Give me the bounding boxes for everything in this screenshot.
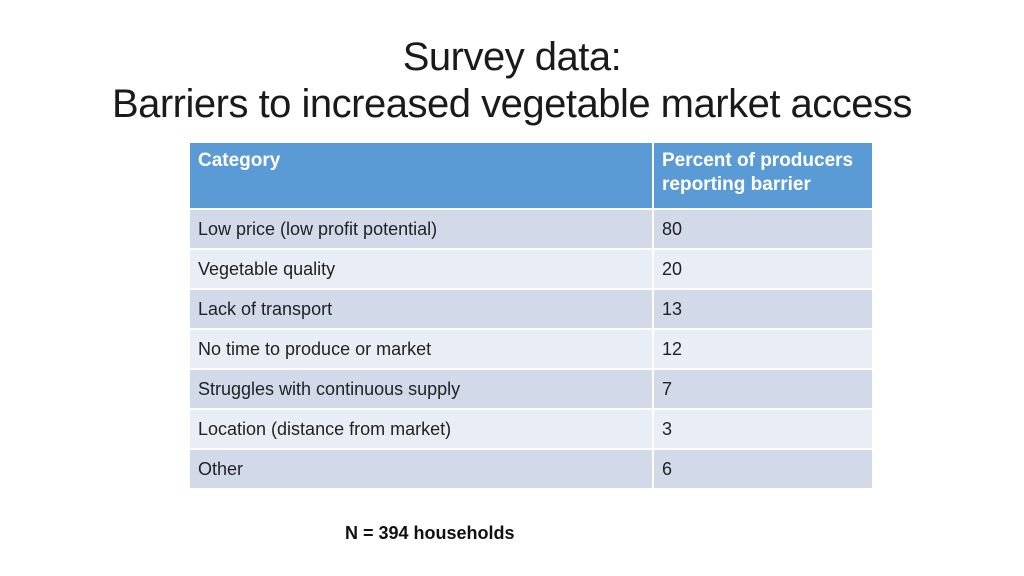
column-header-category: Category: [188, 141, 654, 210]
percent-cell: 3: [652, 408, 874, 450]
percent-cell: 20: [652, 248, 874, 290]
column-header-percent: Percent of producers reporting barrier: [652, 141, 874, 210]
slide-title: Survey data: Barriers to increased veget…: [0, 34, 1024, 128]
table-row: Struggles with continuous supply 7: [188, 368, 874, 410]
category-cell: Lack of transport: [188, 288, 654, 330]
table-row: No time to produce or market 12: [188, 328, 874, 370]
table-row: Other 6: [188, 448, 874, 490]
percent-cell: 7: [652, 368, 874, 410]
percent-cell: 6: [652, 448, 874, 490]
table-row: Lack of transport 13: [188, 288, 874, 330]
category-cell: Vegetable quality: [188, 248, 654, 290]
category-cell: No time to produce or market: [188, 328, 654, 370]
category-cell: Location (distance from market): [188, 408, 654, 450]
percent-cell: 12: [652, 328, 874, 370]
table-row: Vegetable quality 20: [188, 248, 874, 290]
table-row: Low price (low profit potential) 80: [188, 208, 874, 250]
slide-title-line-2: Barriers to increased vegetable market a…: [111, 82, 913, 126]
barriers-table: Category Percent of producers reporting …: [188, 141, 874, 490]
slide-title-line-1: Survey data:: [402, 35, 622, 79]
percent-cell: 80: [652, 208, 874, 250]
category-cell: Low price (low profit potential): [188, 208, 654, 250]
table-row: Location (distance from market) 3: [188, 408, 874, 450]
sample-size-note: N = 394 households: [345, 523, 515, 543]
category-cell: Struggles with continuous supply: [188, 368, 654, 410]
percent-cell: 13: [652, 288, 874, 330]
table-header-row: Category Percent of producers reporting …: [188, 141, 874, 210]
category-cell: Other: [188, 448, 654, 490]
